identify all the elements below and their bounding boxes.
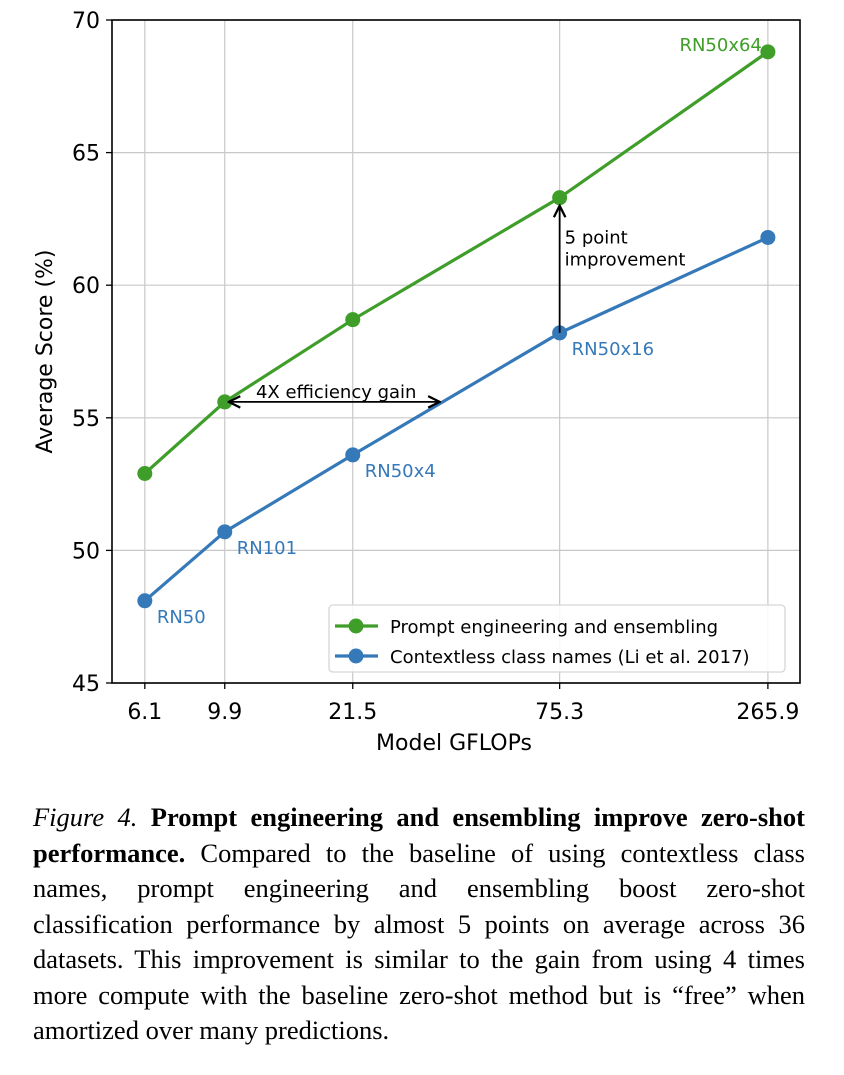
legend-label: Prompt engineering and ensembling [390, 617, 718, 638]
point-label: RN50x16 [572, 339, 654, 360]
x-tick-label: 21.5 [328, 700, 377, 725]
caption-label: Figure 4. [33, 802, 138, 832]
y-tick-label: 65 [72, 142, 100, 167]
data-point [760, 44, 776, 60]
figure-caption: Figure 4. Prompt engineering and ensembl… [33, 800, 805, 1049]
point-label: RN50 [157, 607, 206, 628]
x-axis-label: Model GFLOPs [376, 731, 532, 756]
improvement-annotation: improvement [565, 250, 686, 271]
point-label: RN101 [237, 538, 297, 559]
y-tick-label: 50 [72, 539, 100, 564]
legend-label: Contextless class names (Li et al. 2017) [390, 647, 750, 668]
data-point [760, 229, 776, 245]
y-tick-label: 60 [72, 274, 100, 299]
data-point [217, 524, 233, 540]
point-label: RN50x64 [679, 35, 761, 56]
y-tick-label: 45 [72, 672, 100, 697]
efficiency-annotation: 4X efficiency gain [256, 382, 417, 403]
legend-marker [348, 648, 364, 664]
x-tick-label: 6.1 [127, 700, 162, 725]
caption-title: Prompt engineering and ensembling improv… [33, 802, 805, 868]
y-axis-label: Average Score (%) [33, 249, 58, 453]
data-point [137, 465, 153, 481]
y-tick-label: 55 [72, 407, 100, 432]
improvement-annotation: 5 point [565, 228, 628, 249]
legend-marker [348, 618, 364, 634]
point-label: RN50x4 [365, 461, 436, 482]
data-point [137, 593, 153, 609]
y-tick-label: 70 [72, 9, 100, 34]
data-point [345, 447, 361, 463]
x-tick-label: 75.3 [535, 700, 584, 725]
x-tick-label: 265.9 [736, 700, 799, 725]
caption-body: Compared to the baseline of using contex… [33, 837, 805, 1046]
line-chart: 6.1 9.9 21.5 75.3 265.9 45 50 55 60 65 70 Model GFL… [33, 9, 801, 756]
x-tick-label: 9.9 [207, 700, 242, 725]
legend [328, 604, 786, 673]
data-point [345, 312, 361, 328]
data-point [552, 190, 568, 206]
plot-frame [111, 19, 801, 684]
